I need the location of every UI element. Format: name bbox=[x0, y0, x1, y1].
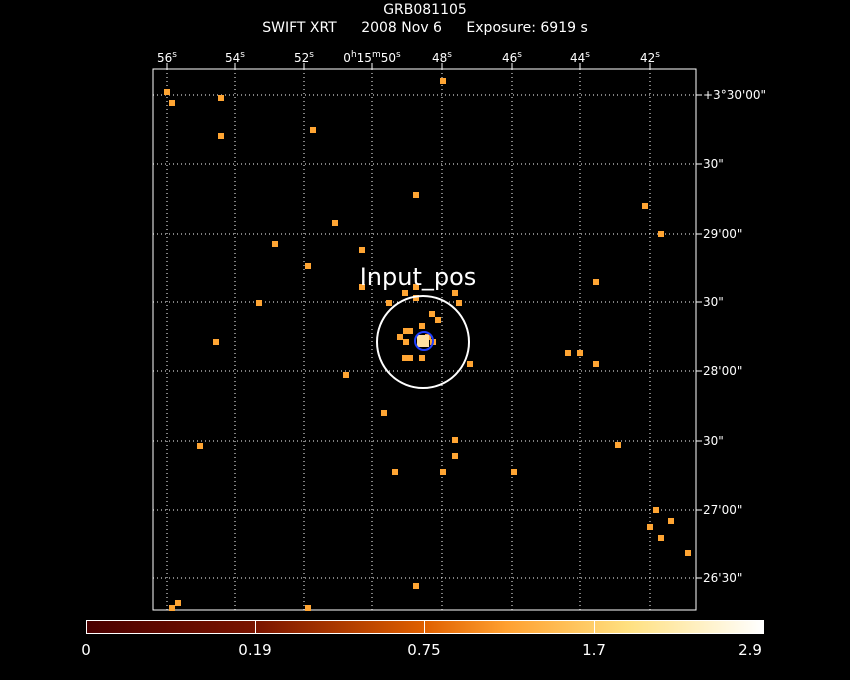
dec-tick-label: 30" bbox=[703, 157, 724, 171]
photon-pixel bbox=[407, 328, 413, 334]
colorbar-separator bbox=[255, 620, 256, 634]
photon-pixel bbox=[615, 442, 621, 448]
instrument-label: SWIFT XRT bbox=[262, 20, 337, 36]
photon-pixel bbox=[392, 469, 398, 475]
photon-pixel bbox=[593, 279, 599, 285]
dec-tick-label: 30" bbox=[703, 434, 724, 448]
colorbar bbox=[86, 620, 764, 634]
photon-pixel bbox=[452, 290, 458, 296]
photon-pixel bbox=[642, 203, 648, 209]
photon-pixel bbox=[407, 355, 413, 361]
photon-pixel bbox=[413, 284, 419, 290]
photon-pixel bbox=[386, 300, 392, 306]
photon-pixel bbox=[359, 284, 365, 290]
photon-pixel bbox=[218, 133, 224, 139]
source-core-pixel bbox=[420, 338, 426, 344]
photon-pixel bbox=[685, 550, 691, 556]
colorbar-label: 0.75 bbox=[407, 641, 441, 659]
photon-pixel bbox=[164, 89, 170, 95]
dec-tick-label: 30" bbox=[703, 295, 724, 309]
photon-pixel bbox=[452, 437, 458, 443]
dec-tick-label: 27'00" bbox=[703, 503, 743, 517]
ra-tick-label: 52s bbox=[294, 50, 314, 65]
photon-pixel bbox=[440, 469, 446, 475]
ra-tick-label: 54s bbox=[225, 50, 245, 65]
photon-pixel bbox=[413, 583, 419, 589]
photon-pixel bbox=[565, 350, 571, 356]
photon-pixel bbox=[467, 361, 473, 367]
image-subtitle: SWIFT XRT 2008 Nov 6 Exposure: 6919 s bbox=[0, 20, 850, 36]
dec-tick-label: +3°30'00" bbox=[703, 88, 767, 102]
photon-pixel bbox=[218, 95, 224, 101]
photon-pixel bbox=[403, 339, 409, 345]
coordinate-grid bbox=[153, 63, 702, 610]
photon-pixel bbox=[452, 453, 458, 459]
colorbar-label: 0.19 bbox=[238, 641, 272, 659]
photon-pixel bbox=[332, 220, 338, 226]
photon-pixel bbox=[593, 361, 599, 367]
photon-pixel bbox=[256, 300, 262, 306]
ra-tick-label: 46s bbox=[502, 50, 522, 65]
region-label: Input_pos bbox=[360, 263, 477, 291]
dec-tick-label: 26'30" bbox=[703, 571, 743, 585]
image-frame bbox=[152, 68, 697, 611]
ra-tick-label: 56s bbox=[157, 50, 177, 65]
photon-pixels bbox=[164, 78, 691, 611]
photon-pixel bbox=[658, 231, 664, 237]
photon-pixel bbox=[402, 290, 408, 296]
colorbar-separator bbox=[424, 620, 425, 634]
image-title: GRB081105 bbox=[383, 2, 467, 18]
photon-pixel bbox=[429, 311, 435, 317]
dec-tick-label: 28'00" bbox=[703, 364, 743, 378]
photon-pixel bbox=[511, 469, 517, 475]
photon-pixel bbox=[169, 100, 175, 106]
colorbar-label: 1.7 bbox=[582, 641, 606, 659]
colorbar-label: 2.9 bbox=[738, 641, 762, 659]
photon-pixel bbox=[577, 350, 583, 356]
photon-pixel bbox=[197, 443, 203, 449]
input-position-circle bbox=[376, 295, 470, 389]
photon-pixel bbox=[413, 295, 419, 301]
photon-pixel bbox=[343, 372, 349, 378]
photon-pixel bbox=[397, 334, 403, 340]
ra-tick-label: 48s bbox=[432, 50, 452, 65]
photon-pixel bbox=[169, 605, 175, 611]
photon-pixel bbox=[413, 192, 419, 198]
dec-tick-label: 29'00" bbox=[703, 227, 743, 241]
photon-pixel bbox=[647, 524, 653, 530]
photon-pixel bbox=[419, 355, 425, 361]
photon-pixel bbox=[403, 328, 409, 334]
photon-pixel bbox=[359, 247, 365, 253]
photon-pixel bbox=[305, 605, 311, 611]
photon-pixel bbox=[272, 241, 278, 247]
photon-pixel bbox=[381, 410, 387, 416]
photon-pixel bbox=[668, 518, 674, 524]
ra-tick-label: 44s bbox=[570, 50, 590, 65]
ra-tick-label: 42s bbox=[640, 50, 660, 65]
photon-pixel bbox=[402, 355, 408, 361]
photon-pixel bbox=[310, 127, 316, 133]
exposure-label: Exposure: 6919 s bbox=[466, 20, 588, 36]
source-circle bbox=[414, 331, 434, 351]
date-label: 2008 Nov 6 bbox=[361, 20, 442, 36]
photon-pixel bbox=[440, 78, 446, 84]
photon-pixel bbox=[435, 317, 441, 323]
photon-pixel bbox=[658, 535, 664, 541]
colorbar-label: 0 bbox=[81, 641, 91, 659]
photon-pixel bbox=[175, 600, 181, 606]
photon-pixel bbox=[456, 300, 462, 306]
photon-pixel bbox=[213, 339, 219, 345]
colorbar-separator bbox=[594, 620, 595, 634]
ra-tick-label: 0h15m50s bbox=[343, 50, 401, 65]
photon-pixel bbox=[653, 507, 659, 513]
photon-pixel bbox=[419, 323, 425, 329]
photon-pixel bbox=[305, 263, 311, 269]
